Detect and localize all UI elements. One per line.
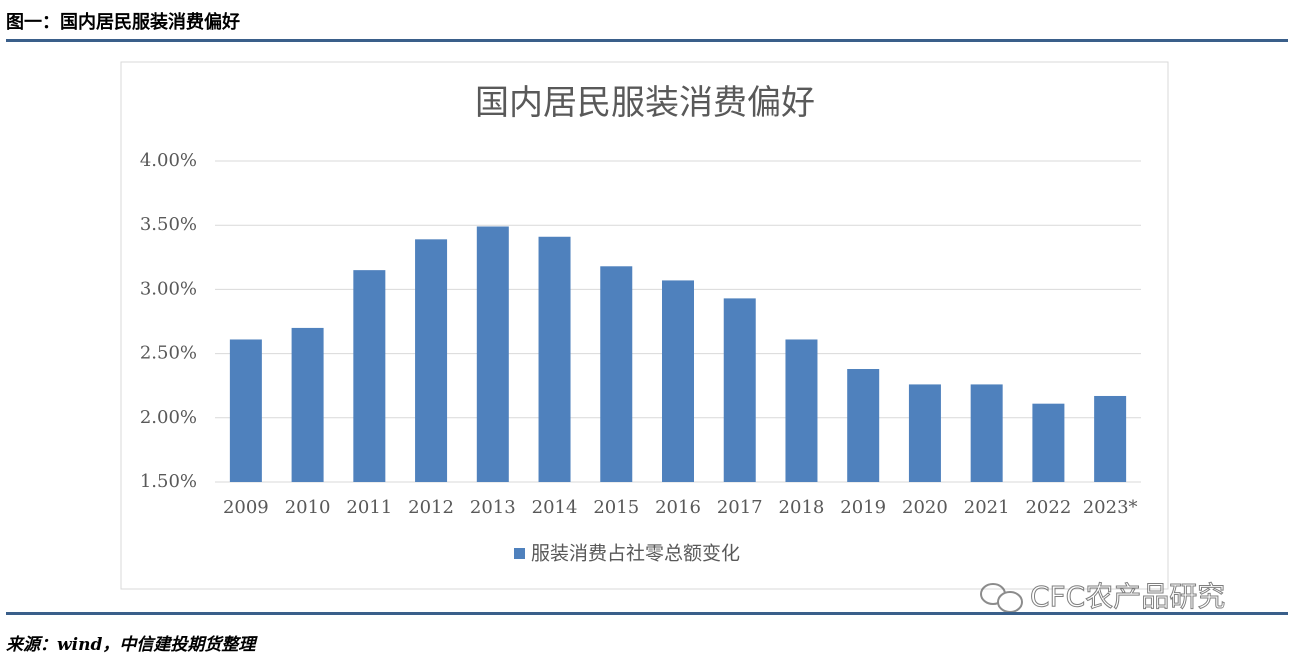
- footer-source: 来源：wind，中信建投期货整理: [6, 635, 256, 655]
- x-tick-label: 2022: [1025, 497, 1071, 518]
- x-tick-label: 2018: [779, 497, 825, 518]
- chart-frame: [120, 61, 1169, 590]
- x-tick-label: 2010: [285, 497, 331, 518]
- watermark: CFC农产品研究: [980, 580, 1226, 614]
- y-tick-label: 2.00%: [140, 407, 197, 428]
- bar: [353, 270, 386, 482]
- x-tick-label: 2016: [655, 497, 701, 518]
- bar: [847, 369, 880, 482]
- x-tick-label: 2020: [902, 497, 948, 518]
- rule: [6, 39, 1288, 42]
- bar: [662, 280, 694, 482]
- rule: [6, 612, 1288, 615]
- x-tick-label: 2017: [717, 497, 763, 518]
- x-tick-label: 2011: [346, 497, 392, 518]
- x-tick-label: 2019: [840, 497, 886, 518]
- bar: [970, 384, 1003, 482]
- bar: [538, 236, 571, 482]
- header-title: 图一：国内居民服装消费偏好: [6, 12, 240, 33]
- wechat-icon: [997, 591, 1023, 613]
- x-tick-label: 2014: [532, 497, 578, 518]
- x-tick-label: 2013: [470, 497, 516, 518]
- bar: [908, 384, 941, 482]
- legend-label: 服装消费占社零总额变化: [531, 543, 740, 565]
- bar: [291, 327, 324, 482]
- x-tick-label: 2015: [593, 497, 639, 518]
- x-tick-label: 2009: [223, 497, 269, 518]
- chart-title: 国内居民服装消费偏好: [475, 83, 815, 123]
- y-tick-label: 1.50%: [140, 471, 197, 492]
- x-tick-label: 2021: [964, 497, 1010, 518]
- y-tick-label: 3.00%: [140, 278, 197, 299]
- x-tick-label: 2023*: [1083, 497, 1138, 518]
- x-tick-label: 2012: [408, 497, 454, 518]
- bar: [1032, 403, 1065, 482]
- bar: [1094, 395, 1127, 482]
- bar: [415, 239, 448, 482]
- bar: [600, 266, 633, 482]
- y-tick-label: 2.50%: [140, 343, 197, 364]
- bar: [723, 298, 756, 482]
- legend-swatch: [514, 548, 525, 559]
- y-tick-label: 3.50%: [140, 214, 197, 235]
- watermark-text: CFC农产品研究: [1030, 580, 1225, 613]
- bar: [229, 339, 262, 482]
- bar: [785, 339, 818, 482]
- bar: [476, 226, 509, 482]
- y-tick-label: 4.00%: [140, 150, 197, 171]
